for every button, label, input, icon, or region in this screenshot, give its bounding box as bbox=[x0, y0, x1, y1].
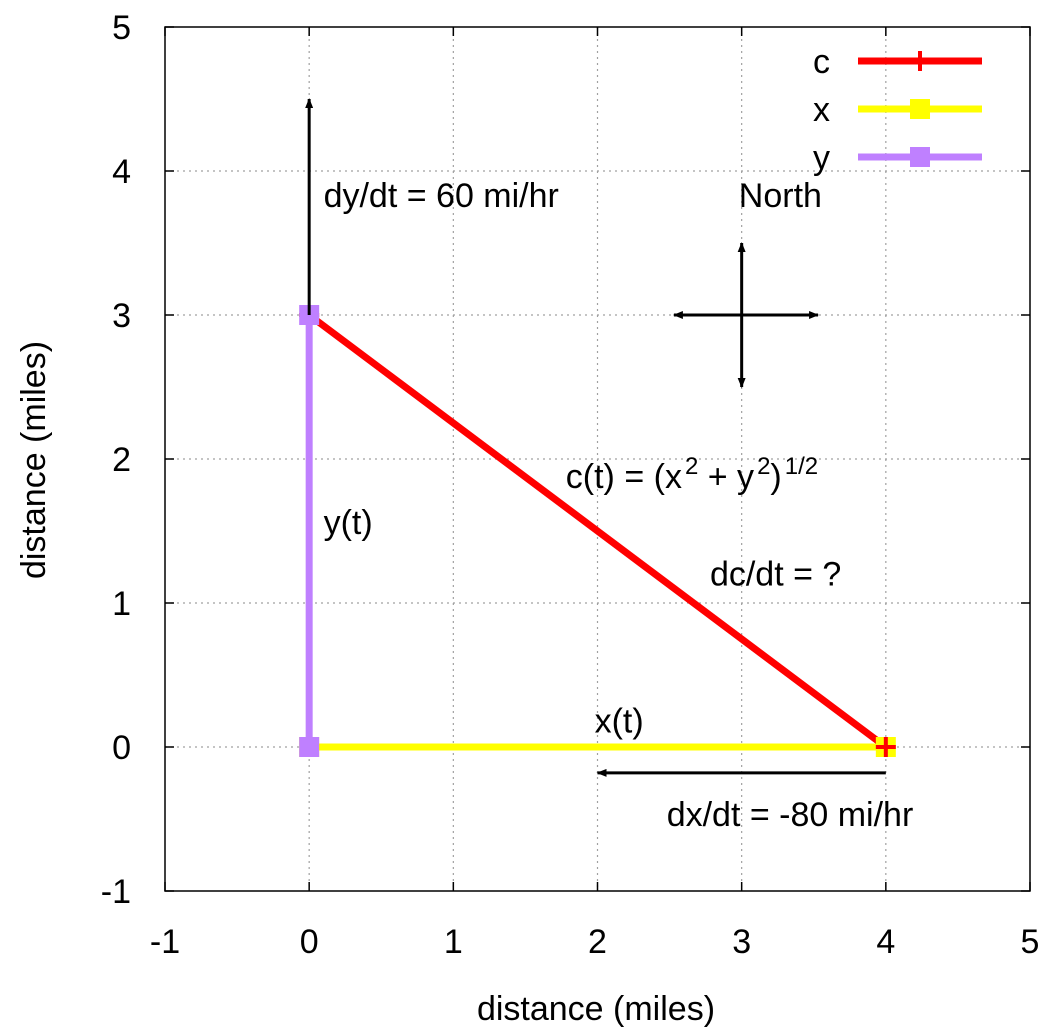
series-point-y bbox=[299, 737, 320, 757]
formula-part: ) bbox=[770, 458, 781, 496]
formula-part: + y bbox=[698, 458, 754, 496]
formula-superscript: 2 bbox=[685, 453, 698, 480]
y-tick-label: 4 bbox=[112, 153, 131, 191]
annotation-x-t: x(t) bbox=[595, 703, 644, 741]
y-tick-label: 0 bbox=[112, 729, 131, 767]
annotation-dy-dt: dy/dt = 60 mi/hr bbox=[324, 177, 559, 215]
y-tick-label: 3 bbox=[112, 297, 131, 335]
y-tick-label: 1 bbox=[112, 585, 131, 623]
legend-marker-y bbox=[910, 147, 930, 167]
x-tick-label: -1 bbox=[150, 923, 180, 961]
y-tick-label: -1 bbox=[101, 873, 131, 911]
annotations: dy/dt = 60 mi/hr North dc/dt = ? y(t) x(t) dx… bbox=[324, 177, 914, 834]
formula-part: c(t) = (x bbox=[566, 458, 682, 496]
x-tick-label: 5 bbox=[1021, 923, 1040, 961]
legend-marker-c bbox=[910, 51, 930, 71]
legend-marker-x bbox=[910, 99, 930, 119]
x-tick-label: 2 bbox=[588, 923, 607, 961]
arrows bbox=[305, 98, 886, 777]
legend-label-c: c bbox=[813, 43, 830, 81]
formula-superscript: 2 bbox=[757, 453, 770, 480]
x-tick-label: 3 bbox=[732, 923, 751, 961]
series-point-c bbox=[875, 737, 896, 757]
x-tick-label: 0 bbox=[300, 923, 319, 961]
series-line-c bbox=[307, 312, 888, 750]
legend-label-x: x bbox=[813, 91, 830, 129]
annotation-dx-dt: dx/dt = -80 mi/hr bbox=[667, 796, 914, 834]
y-axis-title: distance (miles) bbox=[15, 341, 53, 579]
x-axis-title: distance (miles) bbox=[477, 990, 715, 1028]
axis-ticks: -1 0 1 2 3 4 5 -1 0 1 2 3 4 5 bbox=[101, 9, 1040, 961]
x-tick-label: 4 bbox=[876, 923, 895, 961]
y-tick-label: 2 bbox=[112, 441, 131, 479]
formula-superscript: 1/2 bbox=[785, 453, 818, 480]
legend-label-y: y bbox=[813, 139, 830, 177]
annotation-north: North bbox=[739, 177, 822, 215]
y-tick-label: 5 bbox=[112, 9, 131, 47]
series bbox=[299, 305, 896, 757]
annotation-c-formula: c(t) = (x 2 + y 2) 1/2 bbox=[566, 453, 818, 496]
x-tick-label: 1 bbox=[444, 923, 463, 961]
annotation-dc-dt: dc/dt = ? bbox=[710, 556, 841, 594]
legend: cxy bbox=[813, 43, 982, 177]
annotation-y-t: y(t) bbox=[324, 504, 373, 542]
